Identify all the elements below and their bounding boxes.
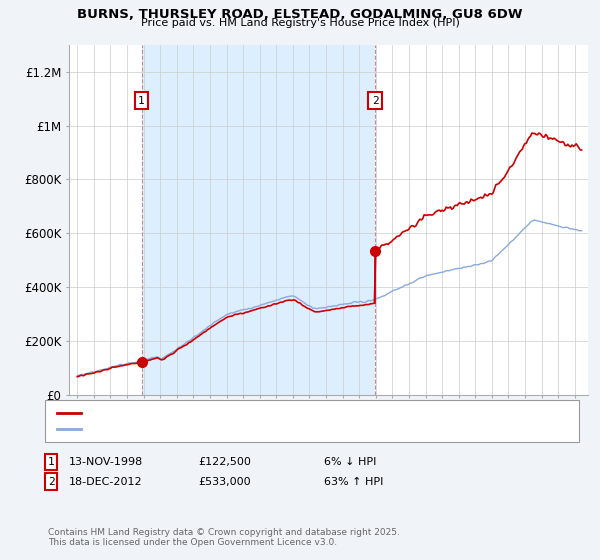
Text: 1: 1	[138, 96, 145, 106]
Text: 6% ↓ HPI: 6% ↓ HPI	[324, 457, 376, 467]
Text: HPI: Average price, semi-detached house, Waverley: HPI: Average price, semi-detached house,…	[84, 424, 337, 435]
Bar	[142, 45, 375, 395]
Text: 13-NOV-1998: 13-NOV-1998	[69, 457, 143, 467]
Text: BURNS, THURSLEY ROAD, ELSTEAD, GODALMING, GU8 6DW (semi-detached house): BURNS, THURSLEY ROAD, ELSTEAD, GODALMING…	[84, 408, 494, 418]
Text: 2: 2	[47, 477, 55, 487]
Text: 18-DEC-2012: 18-DEC-2012	[69, 477, 143, 487]
Text: 2: 2	[371, 96, 379, 106]
Text: Contains HM Land Registry data © Crown copyright and database right 2025.
This d: Contains HM Land Registry data © Crown c…	[48, 528, 400, 547]
Text: £533,000: £533,000	[198, 477, 251, 487]
Text: 63% ↑ HPI: 63% ↑ HPI	[324, 477, 383, 487]
Text: BURNS, THURSLEY ROAD, ELSTEAD, GODALMING, GU8 6DW: BURNS, THURSLEY ROAD, ELSTEAD, GODALMING…	[77, 8, 523, 21]
Text: Price paid vs. HM Land Registry's House Price Index (HPI): Price paid vs. HM Land Registry's House …	[140, 18, 460, 29]
Text: 1: 1	[47, 457, 55, 467]
Text: £122,500: £122,500	[198, 457, 251, 467]
